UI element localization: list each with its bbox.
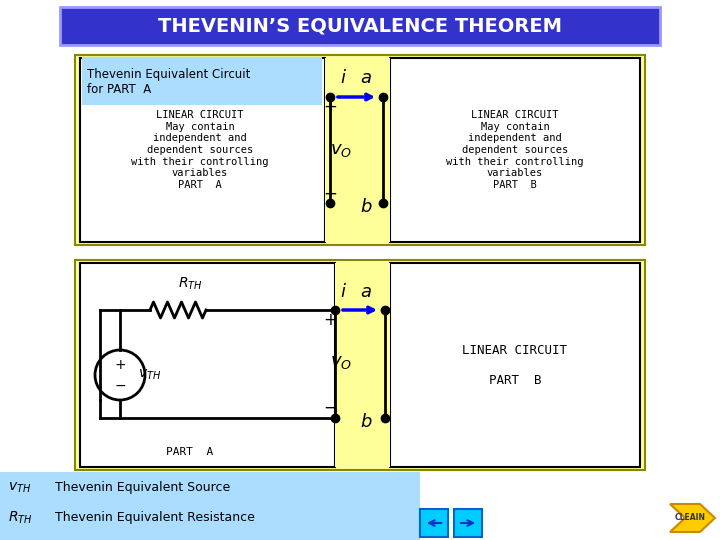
Polygon shape <box>670 504 715 532</box>
Bar <box>80 263 335 467</box>
Text: $v_{TH}$: $v_{TH}$ <box>8 481 31 495</box>
Text: $b$: $b$ <box>360 198 372 216</box>
Text: $-$: $-$ <box>114 378 126 392</box>
Bar <box>454 509 482 537</box>
Text: $v_O$: $v_O$ <box>330 141 352 159</box>
Text: +: + <box>114 358 126 372</box>
Bar <box>325 58 390 242</box>
Text: $i$: $i$ <box>340 69 347 87</box>
Bar <box>82 57 322 105</box>
Bar <box>390 263 640 467</box>
Text: Thevenin Equivalent Circuit
for PART  A: Thevenin Equivalent Circuit for PART A <box>87 68 251 96</box>
Text: $v_{TH}$: $v_{TH}$ <box>138 368 161 382</box>
Bar <box>80 58 325 242</box>
Text: $a$: $a$ <box>360 69 372 87</box>
Text: Thevenin Equivalent Source: Thevenin Equivalent Source <box>55 482 230 495</box>
Bar <box>0 472 420 540</box>
Text: +: + <box>323 311 337 329</box>
Text: $i$: $i$ <box>340 283 347 301</box>
Text: $R_{TH}$: $R_{TH}$ <box>8 510 32 526</box>
Text: LINEAR CIRCUIT

PART  B: LINEAR CIRCUIT PART B <box>462 343 567 387</box>
Text: PART  A: PART A <box>166 447 214 457</box>
Bar <box>75 55 645 245</box>
Text: $-$: $-$ <box>323 398 337 416</box>
Text: Thevenin Equivalent Resistance: Thevenin Equivalent Resistance <box>55 511 255 524</box>
Text: LINEAR CIRCUIT
May contain
independent and
dependent sources
with their controll: LINEAR CIRCUIT May contain independent a… <box>446 110 584 190</box>
Text: $b$: $b$ <box>360 413 372 431</box>
Text: $a$: $a$ <box>360 283 372 301</box>
Text: CLEAIN: CLEAIN <box>675 514 706 523</box>
Bar <box>390 58 640 242</box>
Text: +: + <box>323 98 337 116</box>
Bar <box>420 509 448 537</box>
Text: $-$: $-$ <box>323 184 337 202</box>
Text: THEVENIN’S EQUIVALENCE THEOREM: THEVENIN’S EQUIVALENCE THEOREM <box>158 17 562 36</box>
Text: $R_{TH}$: $R_{TH}$ <box>178 275 202 292</box>
Bar <box>60 7 660 45</box>
Text: LINEAR CIRCUIT
May contain
independent and
dependent sources
with their controll: LINEAR CIRCUIT May contain independent a… <box>131 110 269 190</box>
Circle shape <box>95 350 145 400</box>
Bar <box>75 260 645 470</box>
Bar <box>335 263 390 467</box>
Text: $v_O$: $v_O$ <box>330 353 352 371</box>
